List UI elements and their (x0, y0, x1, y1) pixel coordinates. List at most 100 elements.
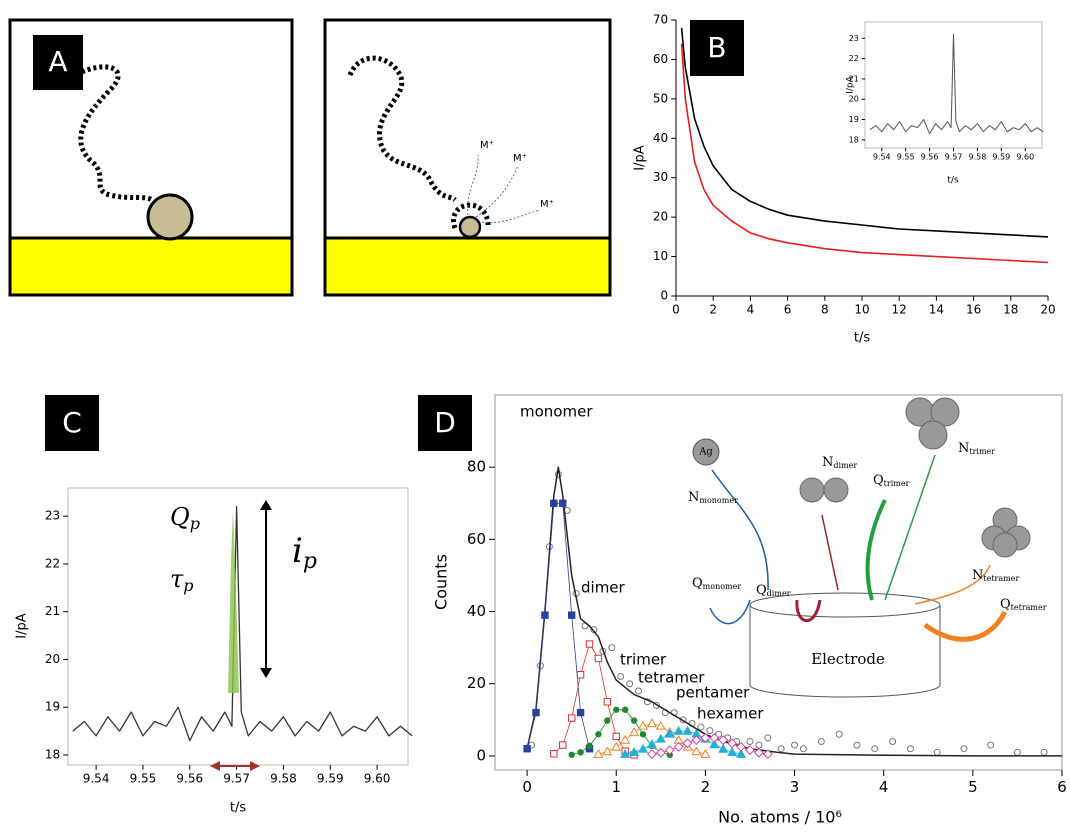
point (541, 611, 549, 619)
subscript: trimer (969, 447, 995, 456)
point (664, 745, 675, 756)
symbol: N (822, 455, 833, 470)
x-tick-label: 9.59 (317, 771, 344, 785)
peak-current-label: ip (292, 531, 317, 574)
x-tick-label: 8 (821, 302, 829, 316)
atom (823, 477, 849, 503)
point (727, 738, 738, 749)
point (611, 741, 622, 751)
panel-label: B (707, 31, 726, 64)
nanoparticle (458, 215, 482, 239)
atom (992, 507, 1018, 533)
y-tick-label: 20 (849, 95, 859, 104)
y-tick-label: 0 (476, 746, 486, 764)
point (673, 725, 684, 735)
subscript: tetramer (983, 574, 1019, 583)
point (682, 725, 693, 735)
symbol: Q (692, 576, 703, 591)
label-box (33, 35, 83, 90)
subscript: dimer (767, 589, 791, 598)
y-tick-label: 40 (467, 602, 486, 620)
y-tick-label: 19 (849, 115, 859, 124)
point (777, 745, 785, 753)
panel-c-annotations: Qp τp ip (170, 500, 317, 771)
point (906, 745, 914, 753)
atom (930, 397, 960, 427)
atom (799, 477, 825, 503)
point (532, 708, 540, 717)
point (608, 644, 616, 652)
x-tick-label: 12 (892, 302, 907, 316)
y-axis-label: I/pA (633, 145, 648, 170)
point (594, 654, 603, 663)
arrow (914, 564, 991, 605)
symbol: Q (1000, 597, 1011, 612)
y-tick-label: 21 (45, 604, 60, 618)
atom (692, 438, 720, 466)
x-tick-label: 16 (966, 302, 981, 316)
point (718, 735, 729, 745)
series-line (526, 502, 590, 749)
point (568, 751, 575, 759)
atom-label: Ag (698, 447, 713, 458)
y-tick-label: 60 (467, 530, 486, 548)
electrode-body (749, 605, 941, 698)
plot-frame (494, 394, 1063, 771)
y-tick-label: 70 (653, 13, 668, 27)
electrode (326, 238, 609, 294)
ion-label: M⁺ (480, 140, 494, 151)
point (853, 741, 861, 749)
ion-label: M⁺ (540, 199, 554, 210)
nanoparticle (146, 193, 194, 241)
point (637, 743, 649, 753)
point (630, 717, 638, 724)
electrode-label: Electrode (811, 650, 885, 668)
x-tick-label: 9.56 (921, 153, 939, 162)
x-tick-label: 9.55 (897, 153, 915, 162)
x-axis-label: t/s (854, 331, 870, 346)
arrow (795, 599, 822, 623)
point (691, 735, 702, 745)
x-tick-label: 9.58 (969, 153, 987, 162)
x-axis-label: t/s (947, 176, 959, 186)
point (709, 732, 720, 743)
x-tick-label: 6 (784, 302, 792, 316)
point (764, 734, 772, 742)
n-label: Ntetramer (972, 568, 1019, 584)
panel-d-scheme: Electrode Ag Nmonomer Ndimer Ntrimer Nte… (688, 397, 1047, 698)
point (586, 742, 593, 750)
x-tick-label: 9.54 (83, 771, 110, 785)
point (626, 680, 634, 688)
point (617, 673, 625, 681)
x-tick-label: 6 (1057, 778, 1067, 796)
series-line (869, 33, 1044, 135)
y-axis-label: Counts (432, 554, 451, 610)
point (960, 745, 968, 753)
point (718, 743, 729, 753)
point (835, 730, 843, 738)
symbol: N (972, 568, 983, 583)
point (602, 746, 613, 756)
subscript: p (190, 514, 200, 533)
x-tick-label: 5 (968, 778, 978, 796)
panel-label: C (62, 406, 82, 439)
x-tick-label: 3 (790, 778, 800, 796)
x-tick-label: 9.60 (1016, 153, 1034, 162)
y-tick-label: 22 (45, 556, 60, 570)
x-tick-label: 2 (709, 302, 717, 316)
point (635, 687, 643, 695)
y-tick-label: 50 (653, 91, 668, 105)
symbol: i (292, 531, 303, 571)
arrow (709, 599, 751, 625)
point (612, 732, 620, 741)
point (590, 626, 598, 634)
y-axis-label: I/pA (15, 613, 30, 638)
y-tick-label: 19 (45, 700, 60, 714)
point (682, 738, 693, 749)
point (679, 716, 687, 724)
n-label: Ndimer (822, 455, 857, 471)
capping-chain (78, 64, 154, 203)
point (639, 731, 647, 738)
x-axis-label: No. atoms / 10⁶ (718, 808, 842, 827)
